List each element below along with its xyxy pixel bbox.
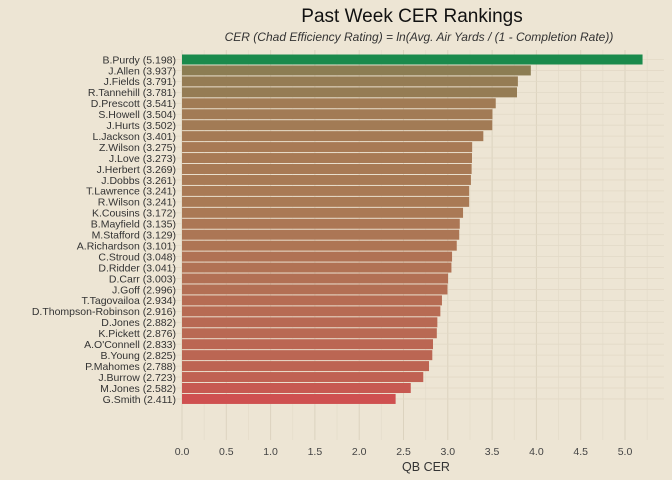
y-tick-label: D.Ridder (3.041) xyxy=(98,262,176,274)
x-tick-label: 4.0 xyxy=(529,446,544,458)
y-tick-label: Z.Wilson (3.275) xyxy=(99,142,176,154)
bar xyxy=(182,76,518,87)
bar xyxy=(182,207,464,218)
y-tick-label: G.Smith (2.411) xyxy=(103,394,176,406)
bar xyxy=(182,361,430,372)
y-tick-label: S.Howell (3.504) xyxy=(98,109,176,121)
bar xyxy=(182,393,396,404)
x-tick-label: 0.5 xyxy=(219,446,234,458)
y-tick-label: D.Jones (2.882) xyxy=(101,317,176,329)
x-tick-labels: 0.0 0.5 1.0 1.5 2.0 2.5 3.0 3.5 4.0 4.5 5.0 xyxy=(175,446,633,458)
y-tick-label: P.Mahomes (2.788) xyxy=(85,361,176,373)
y-tick-label: A.O'Connell (2.833) xyxy=(84,339,176,351)
y-tick-label: K.Pickett (2.876) xyxy=(98,328,176,340)
y-tick-label: M.Jones (2.582) xyxy=(100,383,176,395)
x-tick-label: 1.5 xyxy=(308,446,323,458)
bars xyxy=(182,54,643,404)
bar xyxy=(182,153,472,164)
x-tick-label: 0.0 xyxy=(175,446,190,458)
bar xyxy=(182,131,484,142)
bar xyxy=(182,273,449,284)
x-tick-label: 2.5 xyxy=(396,446,411,458)
bar xyxy=(182,350,433,361)
y-tick-label: B.Purdy (5.198) xyxy=(102,54,176,66)
bar xyxy=(182,317,438,328)
y-tick-label: D.Thompson-Robinson (2.916) xyxy=(32,306,176,318)
bar xyxy=(182,229,460,240)
bar xyxy=(182,284,448,295)
bar xyxy=(182,185,470,196)
bar xyxy=(182,98,496,109)
bar xyxy=(182,262,452,273)
chart-subtitle: CER (Chad Efficiency Rating) = ln(Avg. A… xyxy=(224,30,614,44)
y-tick-label: R.Tannehill (3.781) xyxy=(88,87,176,99)
y-tick-label: A.Richardson (3.101) xyxy=(77,240,176,252)
bar xyxy=(182,295,442,306)
chart-title: Past Week CER Rankings xyxy=(301,6,523,27)
y-tick-label: M.Stafford (3.129) xyxy=(92,230,176,242)
y-tick-label: J.Allen (3.937) xyxy=(108,65,176,77)
y-tick-label: J.Hurts (3.502) xyxy=(107,120,176,132)
bar xyxy=(182,142,473,153)
y-tick-label: B.Mayfield (3.135) xyxy=(91,219,176,231)
bar xyxy=(182,65,531,76)
bar xyxy=(182,54,643,65)
bar xyxy=(182,383,411,393)
bar xyxy=(182,240,457,251)
x-tick-label: 3.5 xyxy=(485,446,500,458)
bar xyxy=(182,87,517,98)
y-tick-label: R.Wilson (3.241) xyxy=(98,197,176,209)
bar xyxy=(182,306,441,317)
y-tick-label: J.Herbert (3.269) xyxy=(97,164,176,176)
bar xyxy=(182,372,424,383)
bar xyxy=(182,196,470,207)
y-tick-label: J.Goff (2.996) xyxy=(112,284,176,296)
bar xyxy=(182,218,460,229)
y-tick-label: J.Love (3.273) xyxy=(109,153,176,165)
y-tick-label: J.Burrow (2.723) xyxy=(98,372,176,384)
y-tick-labels: B.Purdy (5.198)J.Allen (3.937)J.Fields (… xyxy=(32,54,176,405)
y-tick-label: B.Young (2.825) xyxy=(100,350,176,362)
bar xyxy=(182,328,437,339)
bar xyxy=(182,251,453,262)
x-tick-label: 2.0 xyxy=(352,446,367,458)
x-tick-label: 5.0 xyxy=(618,446,633,458)
y-tick-label: D.Prescott (3.541) xyxy=(91,98,176,110)
y-tick-label: K.Cousins (3.172) xyxy=(92,208,176,220)
bar xyxy=(182,109,493,120)
y-tick-label: T.Tagovailoa (2.934) xyxy=(81,295,176,307)
bar xyxy=(182,339,434,350)
x-axis-title: QB CER xyxy=(402,460,450,474)
x-tick-label: 3.0 xyxy=(440,446,455,458)
x-tick-label: 4.5 xyxy=(573,446,588,458)
y-tick-label: J.Fields (3.791) xyxy=(104,76,176,88)
y-tick-label: D.Carr (3.003) xyxy=(109,273,176,285)
y-tick-label: C.Stroud (3.048) xyxy=(98,251,176,263)
y-tick-label: T.Lawrence (3.241) xyxy=(86,186,176,198)
bar xyxy=(182,120,493,131)
bar xyxy=(182,174,471,185)
y-tick-label: L.Jackson (3.401) xyxy=(93,131,176,143)
x-tick-label: 1.0 xyxy=(263,446,278,458)
bar xyxy=(182,164,472,174)
y-tick-label: J.Dobbs (3.261) xyxy=(101,175,176,187)
